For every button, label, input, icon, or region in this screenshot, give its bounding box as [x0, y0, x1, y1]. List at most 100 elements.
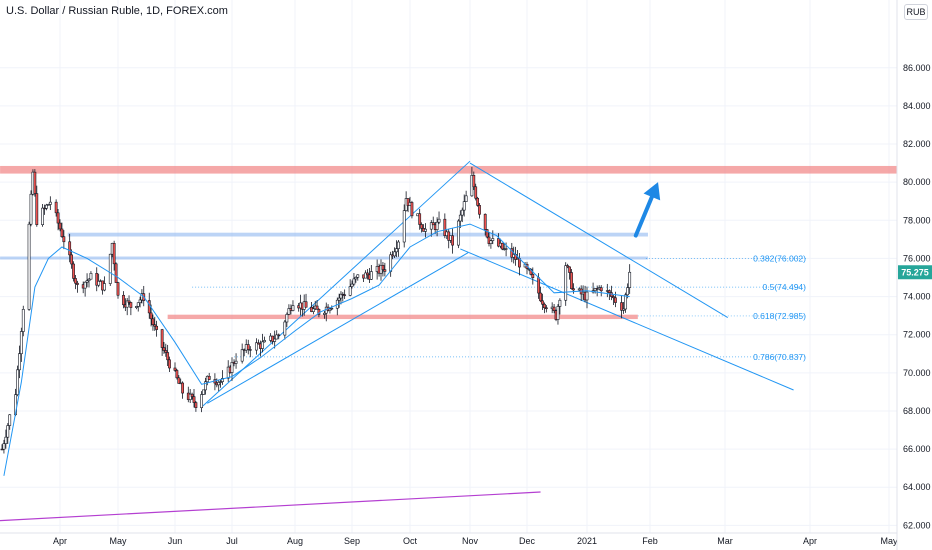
candle-body	[200, 394, 204, 408]
candle-body	[537, 277, 541, 294]
x-tick-label: Nov	[462, 536, 479, 546]
candle-body	[283, 321, 287, 336]
candle-body	[83, 281, 87, 289]
candle-body	[418, 213, 422, 225]
candle-body	[60, 228, 64, 237]
channel-line	[207, 252, 469, 404]
x-tick-label: Aug	[287, 536, 303, 546]
candle-body	[369, 271, 373, 280]
candle-body	[190, 393, 194, 397]
candle-body	[87, 278, 91, 281]
x-tick-label: May	[880, 536, 898, 546]
candle-body	[350, 283, 354, 287]
candle-body	[41, 207, 45, 226]
long-trendline	[0, 491, 541, 522]
candle-body	[304, 301, 308, 308]
y-tick-label: 76.000	[903, 253, 931, 263]
y-tick-label: 86.000	[903, 63, 931, 73]
candle-body	[381, 265, 385, 270]
candle-body	[192, 396, 196, 403]
candle-body	[431, 222, 435, 226]
y-tick-label: 84.000	[903, 101, 931, 111]
candle-body	[572, 288, 575, 291]
candle-body	[485, 229, 489, 238]
candle-body	[287, 308, 291, 315]
candle-body	[33, 171, 37, 194]
candle-body	[149, 312, 153, 320]
candle-body	[72, 263, 75, 279]
candle-body	[97, 280, 101, 286]
candle-body	[352, 278, 356, 285]
moving-average-line	[3, 223, 630, 476]
candle-body	[489, 240, 493, 244]
candle-body	[194, 402, 198, 408]
candle-body	[125, 300, 129, 308]
candle-body	[443, 218, 447, 236]
currency-badge[interactable]: RUB	[904, 4, 928, 20]
candle-body	[406, 198, 410, 207]
candle-body	[437, 218, 441, 223]
candle-body	[153, 324, 157, 327]
candle-layer	[0, 166, 632, 454]
x-tick-label: Apr	[803, 536, 817, 546]
candle-body	[19, 331, 23, 355]
last-price-label: 75.275	[901, 267, 929, 277]
x-tick-label: Feb	[642, 536, 658, 546]
candle-body	[456, 220, 460, 246]
fib-level-label: 0.786(70.837)	[753, 352, 806, 362]
candle-body	[175, 370, 179, 379]
candle-body	[122, 294, 125, 306]
candle-body	[221, 378, 224, 382]
candle-body	[510, 248, 514, 258]
candle-body	[343, 294, 347, 296]
candle-body	[136, 302, 140, 307]
candle-body	[177, 377, 181, 384]
candle-body	[424, 228, 427, 232]
candle-body	[435, 221, 439, 230]
candle-body	[364, 272, 367, 279]
candle-body	[354, 276, 358, 280]
candle-body	[607, 290, 611, 293]
candle-body	[543, 303, 546, 309]
candle-body	[261, 341, 264, 349]
candle-body	[273, 338, 277, 342]
zone-layer	[0, 165, 898, 320]
candle-body	[556, 306, 560, 320]
candle-body	[620, 302, 623, 311]
candle-body	[628, 271, 632, 288]
candle-body	[48, 201, 52, 205]
candle-body	[204, 381, 207, 391]
support-zone	[0, 256, 648, 260]
candle-body	[451, 235, 454, 246]
y-tick-label: 66.000	[903, 444, 931, 454]
candle-body	[6, 425, 10, 438]
candle-body	[599, 287, 603, 292]
candle-body	[162, 347, 166, 351]
candle-body	[58, 222, 62, 230]
candle-body	[462, 201, 466, 211]
candle-body	[207, 375, 211, 380]
channel-line	[469, 162, 728, 318]
candle-body	[402, 210, 406, 243]
candle-body	[564, 265, 568, 301]
y-tick-label: 82.000	[903, 139, 931, 149]
candle-body	[420, 224, 424, 229]
candle-body	[330, 307, 334, 310]
x-tick-label: Apr	[53, 536, 67, 546]
support-zone	[67, 232, 648, 237]
candle-body	[230, 362, 234, 373]
x-tick-label: Jul	[226, 536, 238, 546]
candle-body	[395, 248, 398, 253]
candle-body	[396, 241, 400, 249]
y-tick-label: 68.000	[903, 406, 931, 416]
candle-body	[116, 282, 120, 296]
candle-body	[173, 367, 177, 371]
candle-body	[16, 369, 19, 395]
ma-layer	[3, 223, 630, 476]
candle-body	[95, 273, 99, 286]
channel-line	[460, 248, 794, 391]
x-tick-label: May	[109, 536, 127, 546]
candle-body	[491, 238, 495, 241]
candle-body	[483, 213, 487, 230]
